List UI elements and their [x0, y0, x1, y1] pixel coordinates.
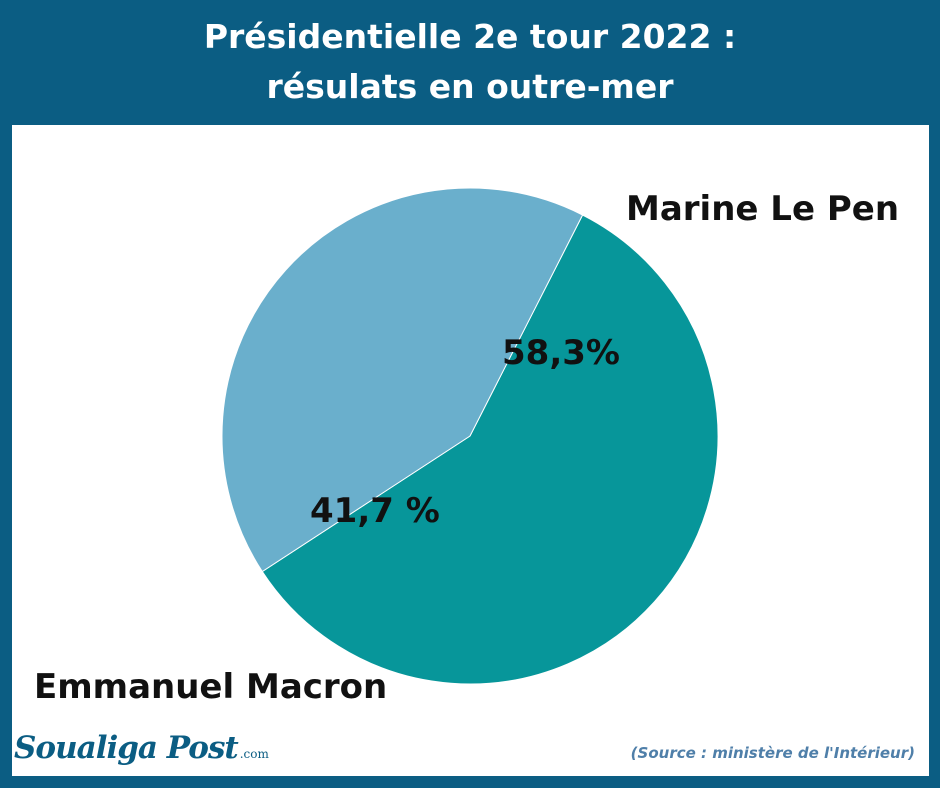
series-label-le-pen: Marine Le Pen: [626, 189, 900, 229]
pie-slice-macron: [221, 187, 584, 573]
title-line-1: Présidentielle 2e tour 2022 :: [203, 17, 737, 56]
soualiga-post-logo: Soualiga Post .com: [14, 730, 269, 766]
chart-panel: Marine Le Pen 58,3% 41,7 % Emmanuel Macr…: [12, 125, 929, 776]
pie-slice-le-pen: [261, 214, 719, 685]
logo-text: Soualiga Post: [14, 730, 239, 766]
title-line-2: résulats en outre-mer: [266, 67, 674, 106]
logo-domain: .com: [239, 747, 269, 761]
chart-title: Présidentielle 2e tour 2022 : résulats e…: [0, 12, 940, 112]
pie-chart: [221, 187, 719, 685]
source-note: (Source : ministère de l'Intérieur): [630, 744, 915, 762]
data-label-le-pen: 58,3%: [502, 333, 620, 373]
series-label-macron: Emmanuel Macron: [34, 667, 388, 707]
data-label-macron: 41,7 %: [310, 491, 440, 531]
